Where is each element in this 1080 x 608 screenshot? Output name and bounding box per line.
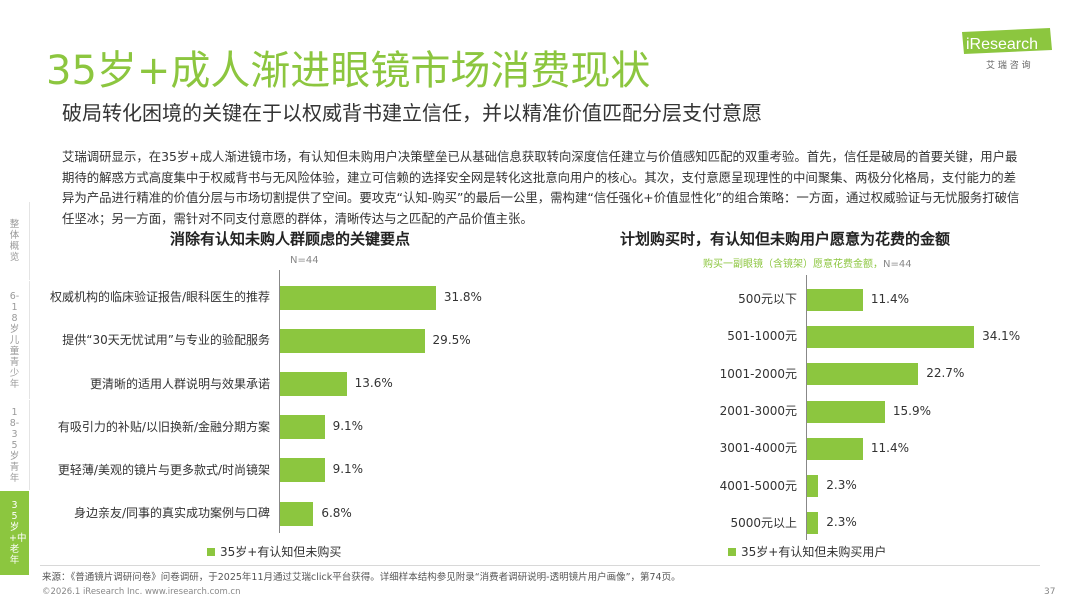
sidebar-item-label: 18-35岁青年 xyxy=(9,406,20,484)
value-label: 11.4% xyxy=(870,291,909,306)
category-label: 2001-3000元 xyxy=(719,404,797,419)
iresearch-logo: iResearch 艾 瑞 咨 询 xyxy=(950,24,1060,74)
bar xyxy=(807,512,819,535)
right-chart-sample-note: 购买一副眼镜（含镜架）愿意花费金额，N=44 xyxy=(703,255,912,270)
category-label: 501-1000元 xyxy=(727,329,797,344)
left-chart-title: 消除有认知未购人群顾虑的关键要点 xyxy=(170,230,411,248)
value-label: 22.7% xyxy=(926,366,965,381)
value-label: 34.1% xyxy=(982,328,1021,343)
page-title: 35岁+成人渐进眼镜市场消费现状 xyxy=(46,48,651,94)
y-axis-line xyxy=(806,275,807,541)
bar xyxy=(807,475,819,498)
value-label: 29.5% xyxy=(432,332,471,347)
summary-paragraph: 艾瑞调研显示，在35岁+成人渐进镜市场，有认知但未购用户决策壁垒已从基础信息获取… xyxy=(62,149,1020,226)
bar xyxy=(280,328,425,353)
value-label: 13.6% xyxy=(354,376,393,390)
value-label: 2.3% xyxy=(826,478,857,493)
legend-swatch xyxy=(207,548,215,556)
logo-brand-text: iResearch xyxy=(966,36,1038,53)
right-chart-note-prefix: 购买一副眼镜（含镜架）愿意花费金额， xyxy=(703,259,883,270)
bar xyxy=(807,437,863,460)
bar xyxy=(280,458,325,483)
page-number: 37 xyxy=(1044,587,1056,597)
logo-cn-text: 艾 瑞 咨 询 xyxy=(986,59,1031,71)
right-chart-title: 计划购买时，有认知但未购用户愿意为花费的金额 xyxy=(620,230,951,248)
category-label: 有吸引力的补贴/以旧换新/金融分期方案 xyxy=(57,419,270,434)
value-label: 6.8% xyxy=(321,505,352,520)
sidebar-item-overview[interactable]: 整体概览 xyxy=(0,202,30,280)
category-label: 4001-5000元 xyxy=(719,478,797,493)
bar xyxy=(807,288,863,311)
legend-swatch xyxy=(728,548,736,556)
bar xyxy=(280,501,314,526)
legend-label: 35岁+有认知但未购买用户 xyxy=(741,545,887,559)
value-label: 15.9% xyxy=(892,403,932,418)
sidebar-item-middle-aged[interactable]: 35岁+中老年 xyxy=(0,491,29,575)
right-chart-note: N=44 xyxy=(883,259,912,270)
category-label: 身边亲友/同事的真实成功案例与口碑 xyxy=(73,506,270,521)
source-note: 来源：《普通镜片调研问卷》问卷调研，于2025年11月通过艾瑞click平台获得… xyxy=(42,572,681,583)
copyright: ©2026.1 iResearch Inc. www.iresearch.com… xyxy=(42,587,241,597)
page-subtitle: 破局转化困境的关键在于以权威背书建立信任，并以精准价值匹配分层支付意愿 xyxy=(62,101,762,125)
category-label: 5000元以上 xyxy=(730,515,797,530)
value-label: 9.1% xyxy=(332,462,364,477)
bar xyxy=(807,363,919,386)
value-label: 11.4% xyxy=(870,440,909,455)
sidebar-item-youth[interactable]: 18-35岁青年 xyxy=(0,400,30,490)
bar xyxy=(280,285,436,310)
bar xyxy=(807,400,885,423)
category-label: 更清晰的适用人群说明与效果承诺 xyxy=(89,376,270,391)
value-label: 9.1% xyxy=(332,419,364,434)
sidebar-item-children[interactable]: 6-18岁儿童青少年 xyxy=(0,281,30,399)
sidebar-item-label: 整体概览 xyxy=(9,219,20,263)
category-label: 更轻薄/美观的镜片与更多款式/时尚镜架 xyxy=(57,462,270,477)
y-axis-line xyxy=(279,270,280,534)
sidebar-item-label: 35岁+中老年 xyxy=(9,500,27,566)
category-label: 1001-2000元 xyxy=(719,366,797,381)
bar xyxy=(280,415,325,440)
left-chart-sample-note: N=44 xyxy=(290,255,319,266)
left-chart-legend: 35岁+有认知但未购买 xyxy=(207,543,341,560)
category-label: 提供“30天无忧试用”与专业的验配服务 xyxy=(62,333,270,348)
bar xyxy=(280,372,347,396)
value-label: 31.8% xyxy=(443,289,482,304)
value-label: 2.3% xyxy=(826,515,857,530)
sidebar-item-label: 6-18岁儿童青少年 xyxy=(9,290,20,390)
right-chart-legend: 35岁+有认知但未购买用户 xyxy=(728,543,886,560)
category-label: 3001-4000元 xyxy=(719,441,797,456)
footer-divider xyxy=(40,565,1040,566)
category-label: 500元以下 xyxy=(738,292,797,307)
category-label: 权威机构的临床验证报告/眼科医生的推荐 xyxy=(49,290,270,305)
legend-label: 35岁+有认知但未购买 xyxy=(220,545,342,559)
bar xyxy=(807,325,975,348)
